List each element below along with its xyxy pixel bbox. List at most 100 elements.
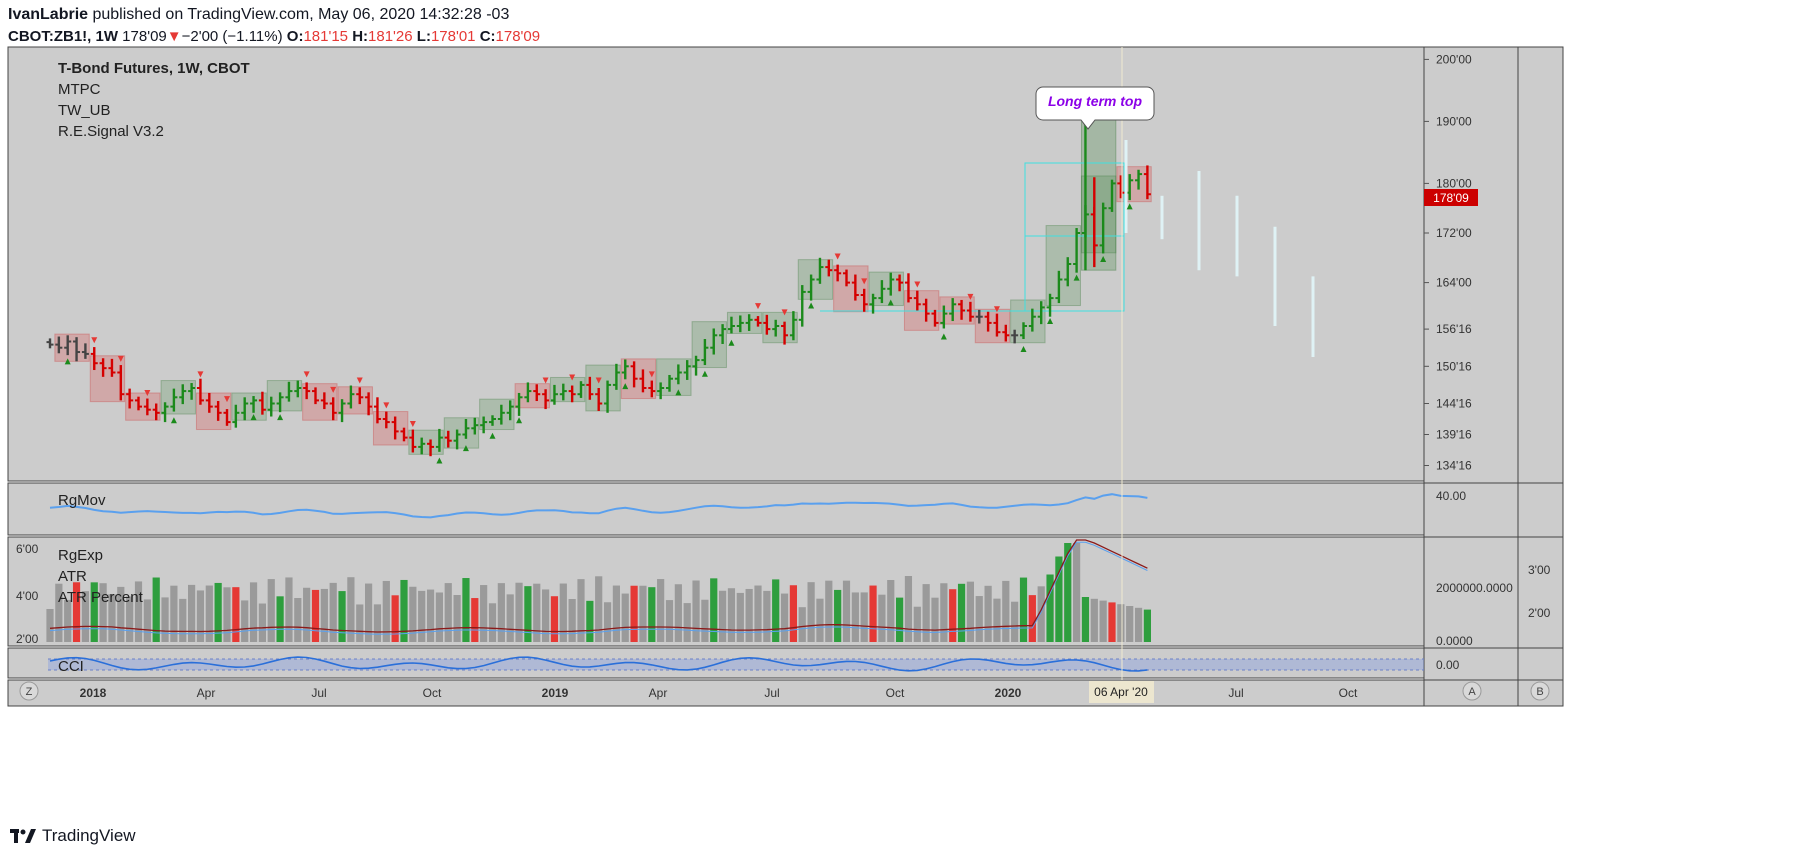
price-bar[interactable] xyxy=(232,404,240,428)
cci-pane[interactable] xyxy=(7,647,1425,679)
brand-label[interactable]: TradingView xyxy=(42,826,136,845)
price-bar[interactable] xyxy=(90,347,98,371)
price-bar[interactable] xyxy=(135,396,142,411)
price-bar[interactable] xyxy=(816,257,824,284)
price-bar[interactable] xyxy=(471,417,479,435)
price-bar[interactable] xyxy=(196,378,204,405)
rgmov-pane[interactable] xyxy=(7,482,1425,536)
price-bar[interactable] xyxy=(666,374,673,392)
price-bar[interactable] xyxy=(64,335,72,356)
price-bar[interactable] xyxy=(843,269,850,287)
price-bar[interactable] xyxy=(338,399,346,423)
price-bar[interactable] xyxy=(418,437,426,455)
price-bar[interactable] xyxy=(214,401,222,421)
price-bar[interactable] xyxy=(754,316,762,327)
price-bar[interactable] xyxy=(81,343,89,359)
price-bar[interactable] xyxy=(285,381,293,402)
price-bar[interactable] xyxy=(55,336,63,354)
price-bar[interactable] xyxy=(781,321,789,345)
price-bar[interactable] xyxy=(922,298,930,322)
long-term-top-callout[interactable]: Long term top xyxy=(1035,86,1155,130)
price-bar[interactable] xyxy=(382,411,390,429)
price-bar[interactable] xyxy=(1046,293,1054,317)
price-bar[interactable] xyxy=(736,315,744,333)
price-bar[interactable] xyxy=(294,380,302,398)
price-bar[interactable] xyxy=(683,360,691,380)
price-bar[interactable] xyxy=(356,387,364,405)
price-bar[interactable] xyxy=(1055,270,1063,304)
price-bar[interactable] xyxy=(648,380,656,398)
price-bar[interactable] xyxy=(99,358,107,377)
price-bar[interactable] xyxy=(223,409,231,426)
price-bar[interactable] xyxy=(462,419,470,439)
price-bar[interactable] xyxy=(542,389,550,410)
legend-rgmov[interactable]: RgMov xyxy=(58,492,106,509)
price-bar[interactable] xyxy=(1143,165,1151,200)
price-bar[interactable] xyxy=(1028,308,1036,332)
price-bar[interactable] xyxy=(1064,257,1072,287)
chart-svg[interactable]: 200'00 190'00 180'00 172'00 164'00 156'16 150'… xyxy=(0,0,1805,820)
price-bar[interactable] xyxy=(117,365,125,401)
zoom-button[interactable]: Z xyxy=(19,681,39,701)
price-bar[interactable] xyxy=(409,429,417,453)
price-bar[interactable] xyxy=(674,364,682,385)
price-bar[interactable] xyxy=(639,369,647,393)
price-bar[interactable] xyxy=(630,361,638,388)
time-axis-pane[interactable] xyxy=(7,679,1425,707)
price-bar[interactable] xyxy=(1135,169,1143,190)
legend-re-signal[interactable]: R.E.Signal V3.2 xyxy=(58,123,164,140)
price-bar[interactable] xyxy=(1020,322,1027,340)
b-button[interactable]: B xyxy=(1530,681,1550,701)
price-bar[interactable] xyxy=(657,382,665,400)
price-bar[interactable] xyxy=(878,280,886,304)
price-bar[interactable] xyxy=(860,288,868,312)
price-bar[interactable] xyxy=(931,309,939,327)
price-bar[interactable] xyxy=(745,314,753,331)
price-bar[interactable] xyxy=(719,324,727,344)
auto-scale-button[interactable]: A xyxy=(1462,681,1482,701)
price-bar[interactable] xyxy=(373,397,381,424)
price-bar[interactable] xyxy=(320,392,328,410)
price-bar[interactable] xyxy=(559,383,567,401)
price-bar[interactable] xyxy=(851,274,859,301)
price-bar[interactable] xyxy=(347,385,355,409)
price-bar[interactable] xyxy=(789,311,797,341)
legend-cci[interactable]: CCI xyxy=(58,658,84,675)
price-bar[interactable] xyxy=(1099,202,1107,254)
price-bar[interactable] xyxy=(497,404,505,425)
price-bar[interactable] xyxy=(772,319,780,337)
price-bar[interactable] xyxy=(480,416,488,434)
price-bar[interactable] xyxy=(701,339,709,366)
price-bar[interactable] xyxy=(1073,228,1081,273)
price-bar[interactable] xyxy=(267,396,275,417)
legend-mtpc[interactable]: MTPC xyxy=(58,81,101,98)
price-bar[interactable] xyxy=(975,309,983,324)
price-bar[interactable] xyxy=(958,299,966,320)
legend-title[interactable]: T-Bond Futures, 1W, CBOT xyxy=(58,60,250,77)
price-bar[interactable] xyxy=(435,428,443,452)
price-bar[interactable] xyxy=(621,359,629,380)
price-bar[interactable] xyxy=(966,301,974,322)
price-bar[interactable] xyxy=(250,396,258,413)
price-bar[interactable] xyxy=(161,402,169,423)
price-bar[interactable] xyxy=(152,403,160,421)
price-bar[interactable] xyxy=(692,355,700,376)
price-bar[interactable] xyxy=(46,338,54,349)
author-name[interactable]: IvanLabrie xyxy=(8,6,89,23)
price-bar[interactable] xyxy=(258,391,266,415)
price-bar[interactable] xyxy=(949,298,957,322)
price-bar[interactable] xyxy=(612,363,620,390)
price-bar[interactable] xyxy=(1117,175,1125,199)
price-bar[interactable] xyxy=(179,384,187,405)
legend-atr[interactable]: ATR xyxy=(58,568,87,585)
price-bar[interactable] xyxy=(727,316,735,334)
price-bar[interactable] xyxy=(1037,301,1045,325)
price-bar[interactable] xyxy=(710,328,718,355)
legend-atr-percent[interactable]: ATR Percent xyxy=(58,589,143,606)
legend-rgexp[interactable]: RgExp xyxy=(58,547,104,564)
price-bar[interactable] xyxy=(241,397,249,421)
price-bar[interactable] xyxy=(444,430,452,448)
price-bar[interactable] xyxy=(1108,179,1116,212)
price-bar[interactable] xyxy=(276,392,284,413)
price-bar[interactable] xyxy=(993,313,1001,337)
